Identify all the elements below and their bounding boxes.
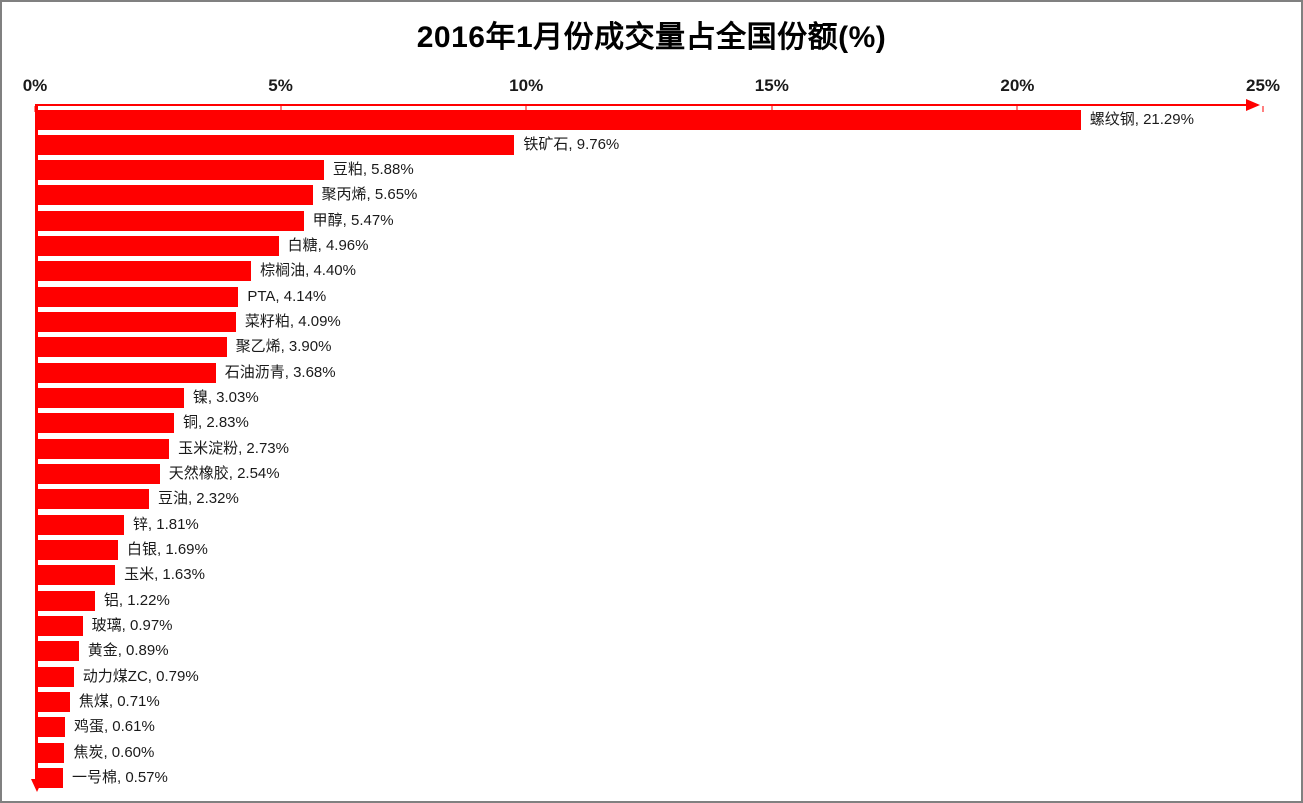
bar — [35, 388, 184, 409]
bar-data-label: 一号棉, 0.57% — [71, 769, 168, 787]
bar — [35, 236, 279, 257]
bar — [35, 768, 63, 789]
bar-data-label: 白糖, 4.96% — [287, 237, 369, 255]
bar-row: 铝, 1.22% — [35, 590, 1263, 611]
bar-data-label: 白银, 1.69% — [127, 541, 208, 559]
bar-data-label: 石油沥青, 3.68% — [224, 363, 336, 381]
bar-row: 玉米淀粉, 2.73% — [35, 438, 1263, 459]
bar-data-label: 焦炭, 0.60% — [73, 743, 155, 761]
bar — [35, 134, 515, 155]
bar — [35, 185, 313, 206]
bar-row: 棕榈油, 4.40% — [35, 261, 1263, 282]
bar-data-label: 豆油, 2.32% — [157, 490, 239, 508]
bar — [35, 160, 324, 181]
bar-data-label: 聚乙烯, 3.90% — [235, 338, 332, 356]
x-axis-arrow-right-icon — [1246, 99, 1260, 111]
bar-data-label: 动力煤ZC, 0.79% — [82, 667, 199, 685]
bar-row: 白银, 1.69% — [35, 540, 1263, 561]
x-tick-mark — [771, 106, 773, 112]
bar-row: 聚丙烯, 5.65% — [35, 185, 1263, 206]
bar-row: 鸡蛋, 0.61% — [35, 717, 1263, 738]
bar — [35, 109, 1081, 130]
bar-row: 石油沥青, 3.68% — [35, 362, 1263, 383]
x-tick-label: 15% — [754, 76, 789, 95]
bar — [35, 641, 79, 662]
x-tick-label: 10% — [509, 76, 544, 95]
bar-row: 菜籽粕, 4.09% — [35, 312, 1263, 333]
bar-row: 白糖, 4.96% — [35, 236, 1263, 257]
bar-row: 焦炭, 0.60% — [35, 742, 1263, 763]
bar — [35, 666, 74, 687]
bar-row: 铜, 2.83% — [35, 413, 1263, 434]
bar-data-label: 豆粕, 5.88% — [332, 161, 414, 179]
bar-row: 螺纹钢, 21.29% — [35, 109, 1263, 130]
bar-data-label: 天然橡胶, 2.54% — [168, 465, 280, 483]
bar-row: 黄金, 0.89% — [35, 641, 1263, 662]
x-tick-mark — [280, 106, 282, 112]
bar-data-label: 铁矿石, 9.76% — [523, 135, 620, 153]
bar — [35, 489, 149, 510]
bar — [35, 692, 70, 713]
bar — [35, 616, 83, 637]
bar — [35, 742, 65, 763]
bar-row: 铁矿石, 9.76% — [35, 134, 1263, 155]
bar — [35, 717, 65, 738]
bar-data-label: 焦煤, 0.71% — [78, 693, 160, 711]
bar-row: PTA, 4.14% — [35, 286, 1263, 307]
bar-row: 豆粕, 5.88% — [35, 160, 1263, 181]
bar-data-label: 黄金, 0.89% — [87, 642, 169, 660]
x-axis-tick-labels: 0% 5% 10% 15% 20% 25% — [23, 76, 1280, 98]
x-tick-label: 5% — [268, 76, 293, 95]
bar-row: 镍, 3.03% — [35, 388, 1263, 409]
bar-data-label: 鸡蛋, 0.61% — [73, 718, 155, 736]
x-tick-mark — [1262, 106, 1264, 112]
bar — [35, 464, 160, 485]
bar-row: 甲醇, 5.47% — [35, 210, 1263, 231]
bar — [35, 590, 95, 611]
bar-data-label: 铜, 2.83% — [183, 414, 249, 432]
plot-area: 螺纹钢, 21.29% 铁矿石, 9.76% 豆粕, 5.88% 聚丙烯, 5.65%… — [31, 99, 1264, 799]
bar-row: 玉米, 1.63% — [35, 565, 1263, 586]
bar-data-label: 菜籽粕, 4.09% — [244, 313, 341, 331]
bar — [35, 261, 252, 282]
bar-row: 豆油, 2.32% — [35, 489, 1263, 510]
x-tick-label: 0% — [22, 76, 48, 95]
x-tick-label: 25% — [1245, 76, 1281, 95]
bar-data-label: 聚丙烯, 5.65% — [321, 186, 418, 204]
bar-row: 聚乙烯, 3.90% — [35, 337, 1263, 358]
bar-data-label: PTA, 4.14% — [247, 287, 327, 305]
bar-data-label: 玉米, 1.63% — [124, 566, 205, 584]
bar-data-label: 铝, 1.22% — [103, 591, 170, 609]
chart-title: 2016年1月份成交量占全国份额(%) — [416, 21, 887, 54]
bar — [35, 337, 227, 358]
x-tick-label: 20% — [1000, 76, 1035, 95]
bar — [35, 540, 118, 561]
bar — [35, 565, 116, 586]
bar — [35, 312, 236, 333]
bar — [35, 514, 124, 535]
bar-data-label: 锌, 1.81% — [132, 515, 199, 533]
x-tick-mark — [1016, 106, 1018, 112]
bar-data-label: 螺纹钢, 21.29% — [1089, 110, 1194, 128]
x-tick-mark — [525, 106, 527, 112]
bar-row: 焦煤, 0.71% — [35, 692, 1263, 713]
bar — [35, 413, 174, 434]
bar — [35, 438, 170, 459]
x-tick-mark — [34, 106, 36, 112]
bar-data-label: 棕榈油, 4.40% — [260, 262, 356, 280]
bar-row: 锌, 1.81% — [35, 514, 1263, 535]
bar-row: 玻璃, 0.97% — [35, 616, 1263, 637]
bar — [35, 210, 304, 231]
x-axis-line — [35, 104, 1258, 106]
bar — [35, 286, 239, 307]
bar-data-label: 甲醇, 5.47% — [312, 211, 394, 229]
bar-data-label: 镍, 3.03% — [192, 389, 259, 407]
bar — [35, 362, 216, 383]
bar-row: 天然橡胶, 2.54% — [35, 464, 1263, 485]
bar-row: 一号棉, 0.57% — [35, 768, 1263, 789]
bar-data-label: 玻璃, 0.97% — [91, 617, 173, 635]
bar-data-label: 玉米淀粉, 2.73% — [178, 439, 289, 457]
bar-row: 动力煤ZC, 0.79% — [35, 666, 1263, 687]
